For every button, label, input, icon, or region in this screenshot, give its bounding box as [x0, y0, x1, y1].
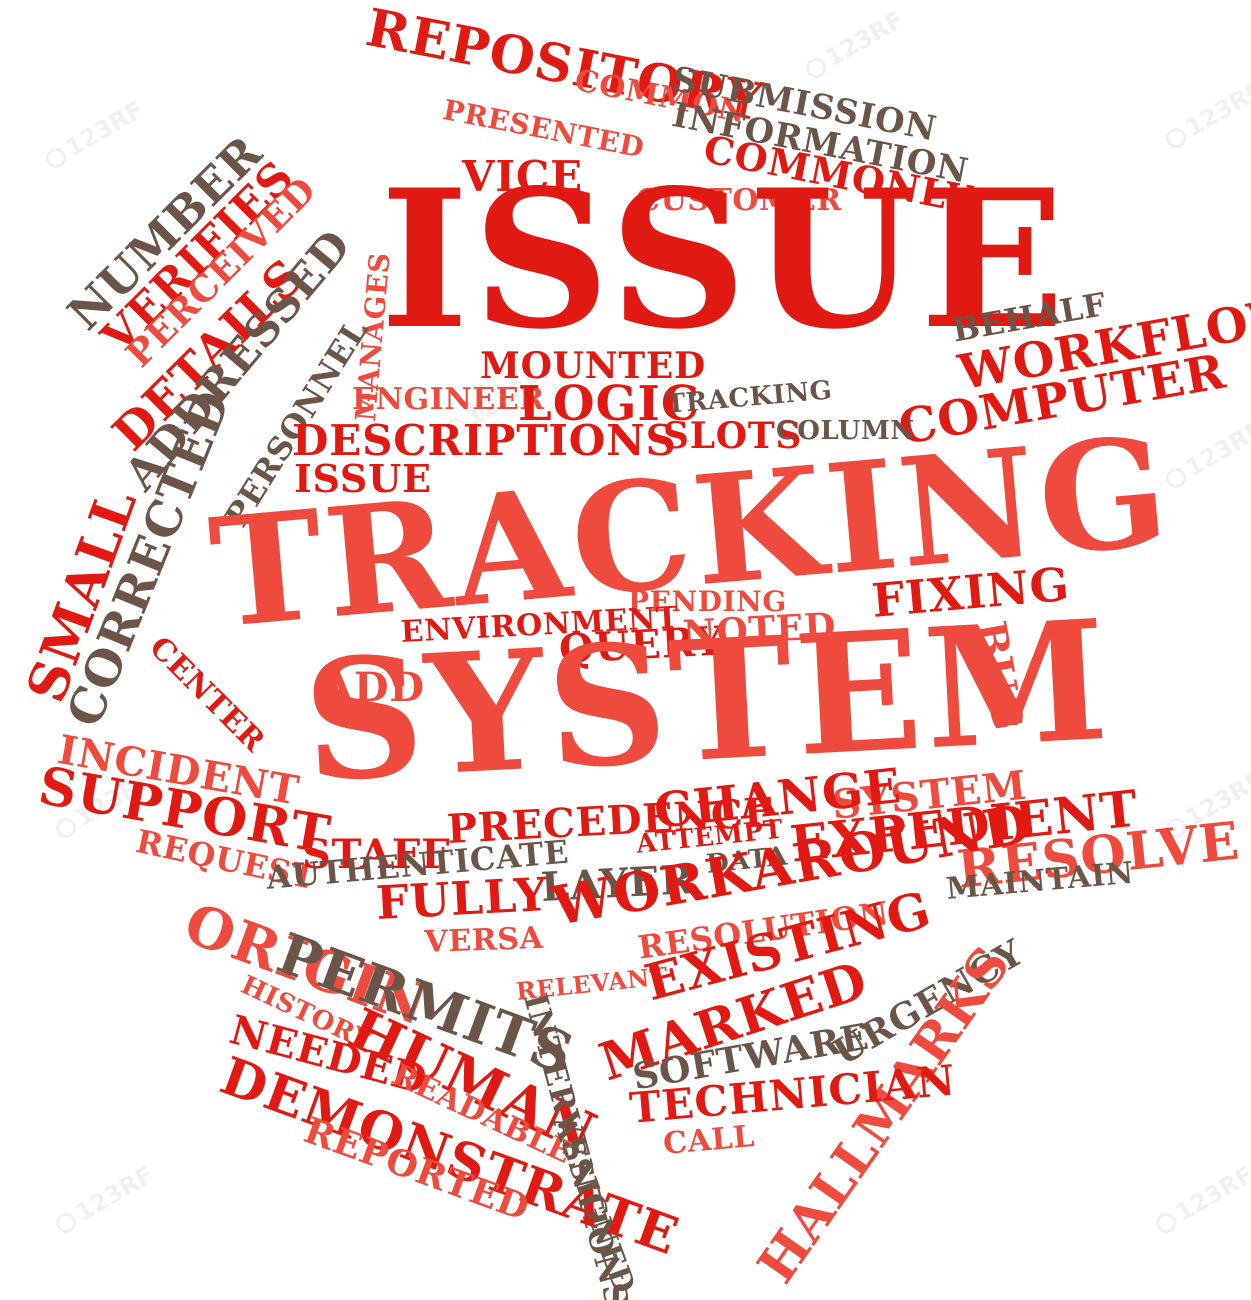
word: ISSUE: [380, 148, 1069, 371]
watermark-logo-icon: [52, 1209, 80, 1237]
watermark: 123RF: [50, 1161, 158, 1240]
watermark: 123RF: [800, 6, 908, 85]
word: FULLY: [374, 867, 550, 930]
watermark-logo-icon: [52, 814, 80, 842]
watermark-text: 123RF: [820, 5, 909, 73]
watermark-text: 123RF: [1170, 1160, 1251, 1228]
watermark-logo-icon: [1152, 1209, 1180, 1237]
word: ISSUE: [294, 456, 432, 501]
word: PENDING: [628, 585, 787, 618]
watermark-text: 123RF: [60, 95, 149, 163]
watermark: 123RF: [1160, 416, 1251, 495]
word: SLOTS: [663, 415, 803, 457]
word: ENGINEER: [352, 382, 545, 417]
word: CUSTOMER: [636, 183, 842, 218]
word: VICE: [462, 152, 584, 201]
word: COLUMN: [776, 416, 915, 446]
word: CALL: [661, 1119, 757, 1162]
watermark-logo-icon: [802, 54, 830, 82]
word: ADD: [322, 664, 425, 711]
watermark-logo-icon: [1162, 124, 1190, 152]
watermark-logo-icon: [42, 144, 70, 172]
watermark: 123RF: [1160, 76, 1251, 155]
watermark-text: 123RF: [70, 1160, 159, 1228]
watermark-text: 123RF: [1180, 415, 1251, 483]
word: LOGIC: [518, 376, 701, 432]
watermark-text: 123RF: [1180, 75, 1251, 143]
watermark: 123RF: [40, 96, 148, 175]
word: VERSA: [423, 920, 545, 960]
word: DESCRIPTIONS: [292, 416, 677, 465]
watermark: 123RF: [1150, 1161, 1251, 1240]
word: MOUNTED: [480, 345, 706, 387]
word: STAFF: [302, 831, 451, 878]
